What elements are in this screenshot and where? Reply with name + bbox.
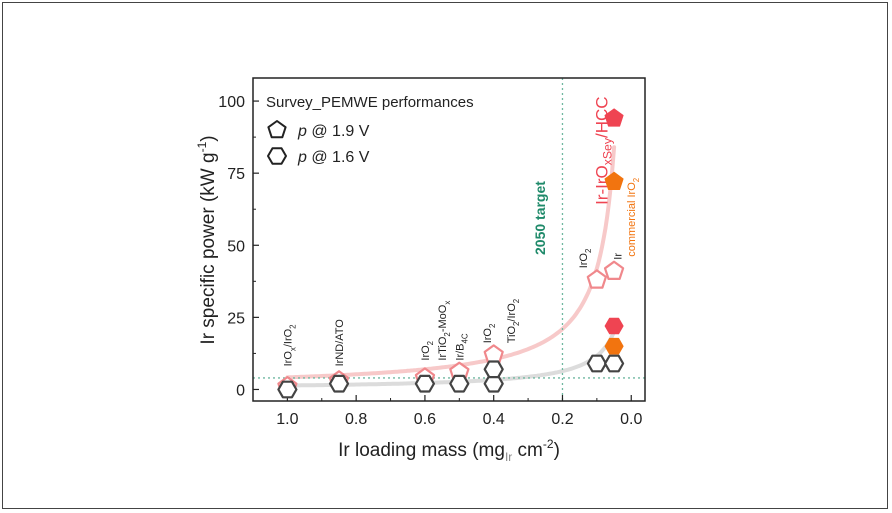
hexagon-marker [328, 374, 350, 393]
x-axis-title: Ir loading mass (mgIr cm-2) [338, 437, 560, 464]
hexagon-marker [604, 317, 624, 335]
y-axis-title: Ir specific power (kW g-1) [195, 135, 219, 344]
hexagon-marker [483, 360, 504, 379]
legend-label: p @ 1.9 V [297, 123, 370, 140]
y-tick-label: 75 [227, 166, 245, 183]
plot-frame [252, 77, 646, 402]
annotation-irox-iro2: IrOx/IrO2 [282, 324, 297, 366]
x-tick-label: 0.0 [620, 411, 642, 428]
x-tick-label: 0.8 [345, 411, 367, 428]
annotation-ir-iroxsey-hcc: Ir-IrOxSey/HCC [593, 96, 615, 204]
hexagon-marker [414, 374, 435, 393]
annotation-iro2-a: IrO2 [420, 341, 435, 361]
legend-label: p @ 1.6 V [297, 149, 370, 166]
annotation-tio2-iro2: TiO2/IrO2 [506, 299, 521, 343]
pentagon-marker [604, 171, 624, 190]
y-tick-label: 50 [227, 238, 245, 255]
y-tick-label: 100 [218, 94, 245, 111]
pentagon-marker [586, 269, 608, 289]
x-axis-ticks: 1.0 0.8 0.6 0.4 0.2 0.0 [276, 395, 642, 428]
x-tick-label: 0.6 [414, 411, 436, 428]
pentagon-marker [603, 260, 625, 280]
annotation-ir-b4c: Ir/B4C [454, 333, 469, 361]
hexagon-marker [483, 374, 504, 393]
x-tick-label: 0.4 [483, 411, 505, 428]
hexagon-marker [603, 354, 625, 373]
target-lines [253, 78, 645, 401]
legend: Survey_PEMWE performances p @ 1.9 V p @ 1… [266, 94, 474, 166]
y-tick-label: 0 [236, 382, 245, 399]
legend-title: Survey_PEMWE performances [266, 94, 474, 111]
annotation-ir: Ir [613, 253, 625, 260]
hexagon-marker [586, 354, 608, 373]
x-tick-label: 1.0 [276, 411, 298, 428]
y-tick-label: 25 [227, 310, 245, 327]
hexagon-marker [449, 374, 470, 393]
legend-pentagon-icon [267, 120, 287, 139]
annotation-irnd-ato: IrND/ATO [334, 319, 346, 367]
target-label: 2050 target [532, 181, 548, 255]
hexagon-marker [277, 380, 298, 399]
pentagon-marker [604, 108, 624, 127]
hexagon-marker [604, 337, 624, 355]
data-markers [277, 108, 625, 399]
annotation-commercial-iro2: commercial IrO2 [626, 178, 641, 257]
annotation-irtio2-moox: IrTiO2-MoOx [437, 301, 452, 361]
y-axis-ticks: 0 25 50 75 100 [218, 94, 259, 399]
annotation-iro2-b: IrO2 [482, 324, 497, 344]
legend-hexagon-icon [267, 147, 287, 165]
pentagon-marker [483, 344, 504, 364]
x-tick-label: 0.2 [551, 411, 573, 428]
annotation-iro2-c: IrO2 [578, 249, 593, 269]
